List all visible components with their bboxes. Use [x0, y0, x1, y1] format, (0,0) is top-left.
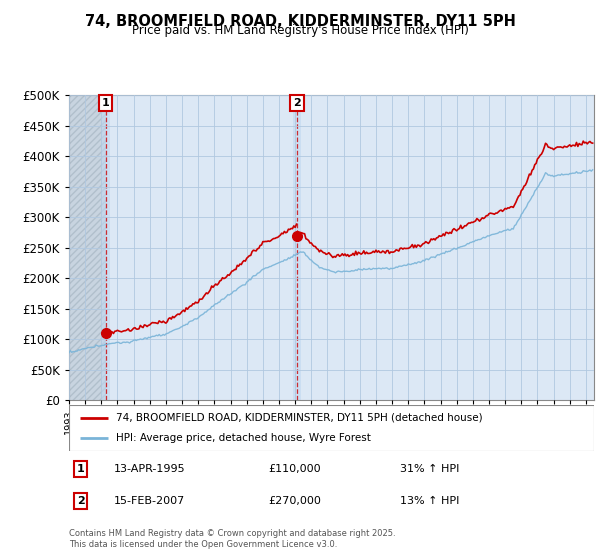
Text: 2: 2	[77, 496, 85, 506]
Text: 74, BROOMFIELD ROAD, KIDDERMINSTER, DY11 5PH (detached house): 74, BROOMFIELD ROAD, KIDDERMINSTER, DY11…	[116, 413, 483, 423]
Text: HPI: Average price, detached house, Wyre Forest: HPI: Average price, detached house, Wyre…	[116, 433, 371, 443]
Bar	[69, 95, 106, 400]
Text: 15-FEB-2007: 15-FEB-2007	[113, 496, 185, 506]
Text: 1: 1	[77, 464, 85, 474]
Text: 31% ↑ HPI: 31% ↑ HPI	[400, 464, 459, 474]
Text: Contains HM Land Registry data © Crown copyright and database right 2025.
This d: Contains HM Land Registry data © Crown c…	[69, 529, 395, 549]
Bar	[293, 95, 301, 400]
Bar	[102, 95, 110, 400]
Text: £110,000: £110,000	[269, 464, 321, 474]
Text: 13-APR-1995: 13-APR-1995	[113, 464, 185, 474]
Text: 1: 1	[102, 98, 110, 108]
Bar	[69, 95, 106, 400]
Text: £270,000: £270,000	[269, 496, 322, 506]
Text: Price paid vs. HM Land Registry's House Price Index (HPI): Price paid vs. HM Land Registry's House …	[131, 24, 469, 37]
Text: 2: 2	[293, 98, 301, 108]
Text: 13% ↑ HPI: 13% ↑ HPI	[400, 496, 459, 506]
Text: 74, BROOMFIELD ROAD, KIDDERMINSTER, DY11 5PH: 74, BROOMFIELD ROAD, KIDDERMINSTER, DY11…	[85, 14, 515, 29]
